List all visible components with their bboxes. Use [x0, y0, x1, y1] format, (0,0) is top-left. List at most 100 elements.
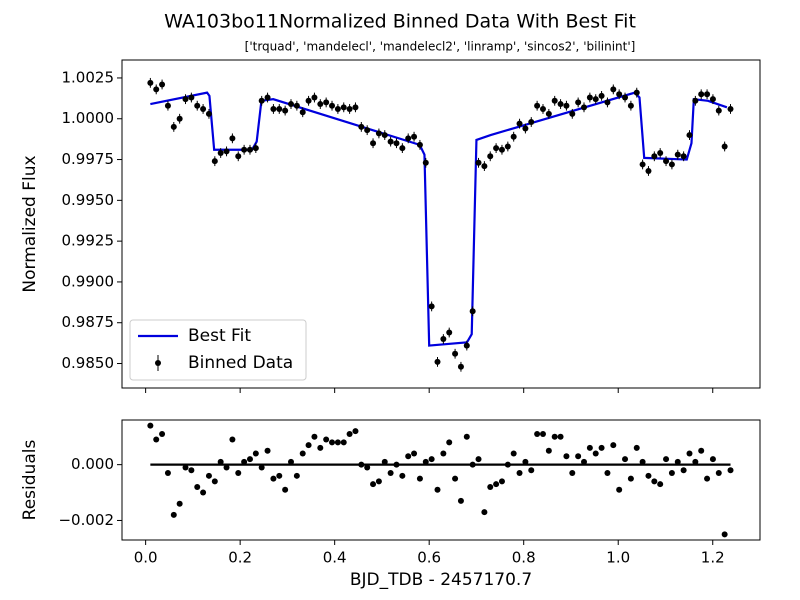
residual-point — [575, 453, 582, 460]
residual-point — [528, 467, 535, 474]
data-point — [305, 97, 312, 104]
y-tick-label: 0.9975 — [62, 150, 115, 168]
data-point — [481, 163, 488, 170]
data-point — [182, 96, 189, 103]
data-point — [622, 94, 629, 101]
x-tick-label: 0.6 — [417, 549, 441, 567]
data-point — [463, 342, 470, 349]
data-point — [504, 143, 511, 150]
data-point — [399, 145, 406, 152]
data-point — [522, 125, 529, 132]
residual-point — [610, 442, 617, 449]
residual-point — [440, 450, 447, 457]
data-point — [317, 101, 324, 108]
data-point — [217, 150, 224, 157]
residual-point — [340, 439, 347, 446]
residual-point — [657, 481, 664, 488]
data-point — [393, 140, 400, 147]
residual-point — [370, 481, 377, 488]
residual-point — [581, 458, 588, 465]
y-tick-label: 0.9925 — [62, 232, 115, 250]
data-point — [475, 159, 482, 166]
data-point — [727, 105, 734, 112]
x-tick-label: 0.2 — [228, 549, 252, 567]
data-point — [200, 105, 207, 112]
residual-point — [229, 436, 236, 443]
residual-point — [510, 450, 517, 457]
residual-point — [405, 453, 412, 460]
residual-point — [299, 450, 306, 457]
residual-point — [246, 456, 253, 463]
data-point — [498, 146, 505, 153]
residual-point — [276, 472, 283, 479]
residual-point — [293, 472, 300, 479]
data-point — [709, 96, 716, 103]
data-point — [329, 102, 336, 109]
y-tick-label: 0.9850 — [62, 354, 115, 372]
residual-point — [604, 470, 611, 477]
residual-point — [633, 444, 640, 451]
residual-point — [399, 472, 406, 479]
residual-point — [493, 481, 500, 488]
residual-point — [557, 433, 564, 440]
data-point — [287, 101, 294, 108]
residual-point — [311, 433, 318, 440]
residual-point — [651, 478, 658, 485]
best-fit-line — [150, 91, 728, 347]
y-tick-label: 0.9875 — [62, 313, 115, 331]
residual-point — [287, 458, 294, 465]
residual-point — [159, 430, 166, 437]
y-tick-label: 0.9950 — [62, 191, 115, 209]
data-point — [569, 110, 576, 117]
residual-point — [704, 475, 711, 482]
data-point — [440, 336, 447, 343]
data-point — [411, 133, 418, 140]
residual-point — [481, 509, 488, 516]
residual-point — [428, 456, 435, 463]
residual-point — [223, 464, 230, 471]
residual-point — [627, 475, 634, 482]
x-tick-label: 1.0 — [606, 549, 630, 567]
data-point — [586, 94, 593, 101]
data-point — [581, 104, 588, 111]
data-point — [381, 132, 388, 139]
chart-title: WA103bo11Normalized Binned Data With Bes… — [164, 11, 636, 33]
data-point — [387, 138, 394, 145]
data-point — [147, 79, 154, 86]
data-point — [534, 102, 541, 109]
data-point — [698, 91, 705, 98]
residual-point — [416, 475, 423, 482]
residual-point — [147, 422, 154, 429]
data-point — [311, 94, 318, 101]
data-point — [616, 91, 623, 98]
data-point — [258, 97, 265, 104]
data-point — [721, 143, 728, 150]
residual-point — [551, 433, 558, 440]
residual-point — [164, 470, 171, 477]
residual-point — [469, 461, 476, 468]
residual-point — [616, 486, 623, 493]
residual-point — [680, 467, 687, 474]
data-point — [170, 123, 177, 130]
residual-point — [674, 458, 681, 465]
axes-frame — [121, 59, 761, 389]
y-axis-label: Normalized Flux — [20, 155, 40, 292]
residual-point — [188, 467, 195, 474]
residual-point — [352, 428, 359, 435]
residual-point — [375, 478, 382, 485]
residual-point — [194, 483, 201, 490]
data-point — [633, 89, 640, 96]
data-point — [452, 350, 459, 357]
data-point — [516, 120, 523, 127]
residual-point — [217, 458, 224, 465]
residual-point — [252, 450, 259, 457]
data-point — [668, 161, 675, 168]
data-point — [639, 161, 646, 168]
data-point — [528, 119, 535, 126]
residual-point — [715, 470, 722, 477]
data-point — [539, 105, 546, 112]
residual-point — [692, 458, 699, 465]
x-tick-label: 0.4 — [323, 549, 347, 567]
data-point — [563, 102, 570, 109]
